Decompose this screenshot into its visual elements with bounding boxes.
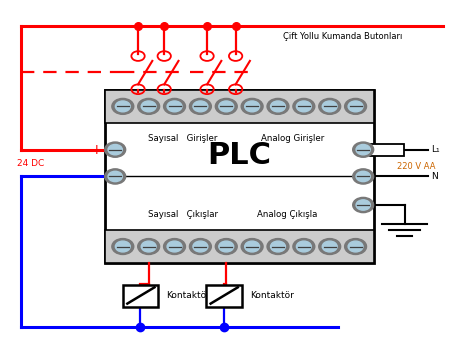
Circle shape [241,239,263,255]
Circle shape [322,101,337,112]
Circle shape [353,169,374,184]
Circle shape [108,171,122,182]
Circle shape [164,239,186,255]
Bar [206,284,241,307]
Circle shape [167,101,182,112]
Circle shape [105,142,126,157]
Circle shape [345,239,367,255]
Circle shape [138,99,159,115]
Circle shape [270,241,286,252]
Circle shape [356,171,370,182]
Circle shape [108,145,122,155]
Circle shape [115,101,130,112]
Circle shape [112,239,134,255]
Circle shape [245,101,259,112]
Circle shape [353,142,374,157]
Circle shape [215,239,237,255]
Circle shape [193,241,208,252]
Circle shape [115,241,130,252]
Bar [105,90,374,123]
Circle shape [138,239,159,255]
Circle shape [345,99,367,115]
Text: L₁: L₁ [431,145,439,154]
Text: Kontaktör: Kontaktör [250,291,294,300]
Circle shape [189,99,211,115]
Circle shape [322,241,337,252]
Circle shape [297,241,311,252]
Circle shape [141,241,156,252]
Circle shape [189,239,211,255]
Circle shape [293,99,315,115]
Text: Çift Yollu Kumanda Butonları: Çift Yollu Kumanda Butonları [283,32,402,41]
Circle shape [193,101,208,112]
Circle shape [270,101,286,112]
Text: 220 V AA: 220 V AA [397,162,435,171]
Text: N: N [431,172,437,181]
Circle shape [219,241,234,252]
Circle shape [215,99,237,115]
Text: PLC: PLC [207,141,271,170]
Circle shape [167,241,182,252]
Circle shape [105,169,126,184]
Circle shape [319,239,341,255]
Circle shape [267,99,289,115]
Text: Kontaktör: Kontaktör [167,291,210,300]
Circle shape [353,197,374,212]
Circle shape [164,99,186,115]
Bar [105,230,374,263]
Text: 24 DC: 24 DC [17,158,45,167]
Circle shape [319,99,341,115]
Circle shape [241,99,263,115]
Bar [370,144,404,156]
Text: Analog Çıkışla: Analog Çıkışla [258,210,318,219]
Text: –: – [93,170,99,183]
Circle shape [112,99,134,115]
Circle shape [356,200,370,210]
Circle shape [297,101,311,112]
Text: +: + [90,143,102,157]
Circle shape [348,101,363,112]
Text: Sayısal   Girişler: Sayısal Girişler [148,134,218,143]
Circle shape [141,101,156,112]
Circle shape [356,145,370,155]
Circle shape [245,241,259,252]
Circle shape [267,239,289,255]
Circle shape [348,241,363,252]
Bar [105,90,374,263]
Text: Analog Girişler: Analog Girişler [261,134,325,143]
Bar [123,284,158,307]
Text: Sayısal   Çıkışlar: Sayısal Çıkışlar [148,210,218,219]
Circle shape [293,239,315,255]
Circle shape [219,101,234,112]
